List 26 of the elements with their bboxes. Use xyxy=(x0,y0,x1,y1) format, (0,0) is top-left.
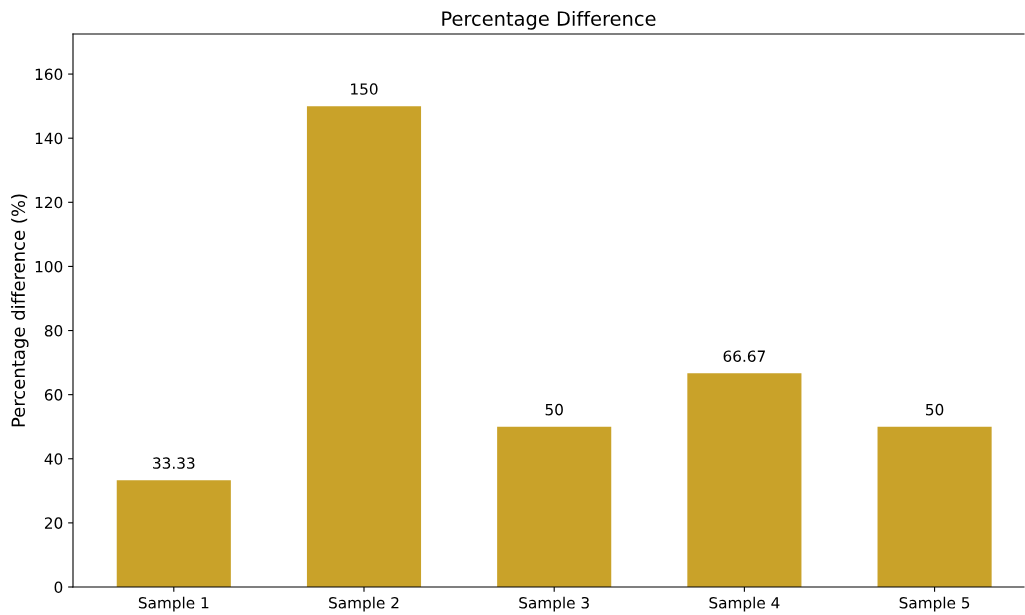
chart-title: Percentage Difference xyxy=(442,10,656,30)
x-tick-label: Sample 1 xyxy=(138,596,209,612)
y-tick-label: 160 xyxy=(35,68,63,81)
data-label: 150 xyxy=(351,83,378,95)
y-tick-label: 120 xyxy=(35,196,63,209)
x-tick-label: Sample 4 xyxy=(709,596,780,612)
y-tick-label: 20 xyxy=(44,517,63,529)
data-label: 50 xyxy=(545,403,563,416)
x-tick-label: Sample 5 xyxy=(899,596,970,612)
bar xyxy=(116,480,231,587)
data-label: 50 xyxy=(926,403,944,416)
data-label: 66.67 xyxy=(723,350,765,362)
x-tick-label: Sample 2 xyxy=(329,596,399,612)
y-tick-label: 40 xyxy=(44,453,63,465)
bar xyxy=(497,426,612,587)
bar xyxy=(306,106,422,587)
bar xyxy=(687,373,802,587)
y-tick-label: 100 xyxy=(35,260,63,273)
y-tick-label: 0 xyxy=(54,581,63,594)
y-tick-label: 140 xyxy=(35,132,63,145)
y-axis-title: Percentage difference (%) xyxy=(11,194,29,427)
data-label: 33.33 xyxy=(153,457,195,469)
y-tick-label: 80 xyxy=(44,325,63,337)
x-tick-label: Sample 3 xyxy=(519,596,589,612)
bar xyxy=(877,426,992,587)
y-tick-label: 60 xyxy=(44,389,63,401)
